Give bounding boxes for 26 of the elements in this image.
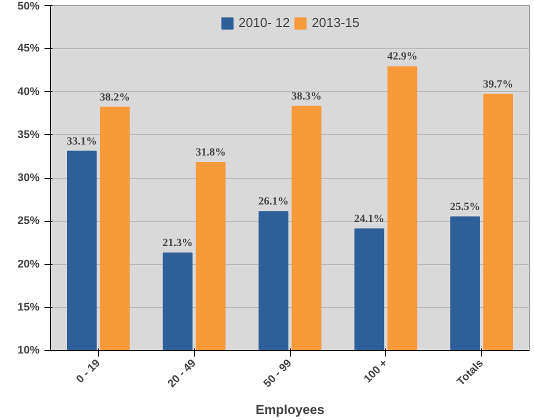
y-tick-label: 40% (17, 86, 40, 98)
x-tick-label: 20 - 49 (166, 357, 198, 390)
data-label: 38.2% (100, 91, 130, 104)
y-tick-label: 50% (17, 0, 40, 12)
x-tick-label: 50 - 99 (262, 357, 294, 390)
data-label: 33.1% (66, 135, 97, 148)
y-tick-label: 20% (17, 258, 40, 270)
x-axis-title: Employees (256, 402, 324, 418)
y-tick-label: 10% (17, 344, 40, 356)
data-label: 21.3% (162, 237, 193, 250)
y-tick-label: 30% (17, 172, 40, 184)
data-label: 42.9% (387, 50, 418, 63)
data-label: 25.5% (450, 200, 480, 213)
y-tick-label: 15% (17, 301, 40, 314)
y-tick-label: 25% (17, 215, 40, 228)
y-tick-label: 35% (17, 128, 40, 141)
x-tick-label: 0 - 19 (74, 357, 103, 386)
data-label: 26.1% (258, 196, 289, 208)
x-tick-label: 100 + (362, 357, 390, 386)
legend-label: 2010- 12 (238, 15, 290, 30)
data-label: 38.3% (291, 90, 322, 102)
legend-label: 2013-15 (312, 15, 360, 30)
y-tick-label: 45% (17, 42, 40, 55)
data-label: 24.1% (354, 212, 384, 225)
data-label: 31.8% (196, 146, 226, 158)
data-label: 39.7% (483, 78, 514, 90)
